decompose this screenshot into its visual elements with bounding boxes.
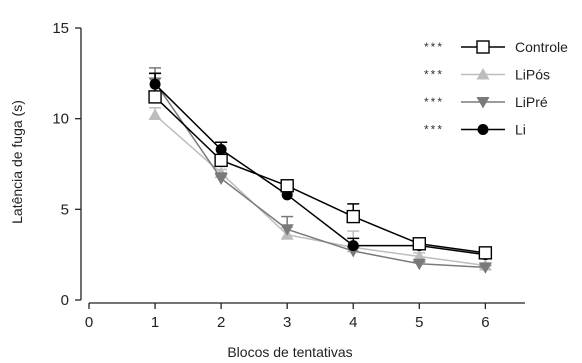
significance-stars: ***	[424, 95, 444, 109]
x-tick-label: 6	[481, 314, 489, 331]
y-tick-label: 0	[61, 292, 69, 309]
legend-item-controle: *** Controle	[424, 39, 568, 55]
series-line	[154, 83, 486, 256]
data-point	[280, 179, 294, 193]
series-line	[154, 96, 486, 254]
data-point	[412, 237, 427, 251]
x-axis-label: Blocos de tentativas	[227, 344, 352, 360]
data-point	[412, 258, 426, 271]
x-tick-label: 4	[349, 314, 357, 331]
data-point	[214, 153, 228, 168]
x-tick-label: 2	[217, 314, 225, 331]
data-point	[148, 90, 162, 104]
x-tick-label: 1	[151, 314, 159, 331]
significance-stars: ***	[424, 123, 444, 137]
data-point	[346, 209, 360, 224]
y-tick-label: 5	[61, 201, 69, 218]
legend-label: LiPós	[515, 67, 550, 83]
legend-label: LiPré	[515, 94, 548, 110]
data-point	[280, 224, 294, 236]
series-layer	[148, 67, 493, 274]
data-point	[148, 108, 162, 121]
legend-item-li: *** Li	[424, 122, 526, 138]
x-tick-label: 5	[415, 314, 423, 331]
legend-marker	[476, 97, 490, 109]
y-axis-label: Latência de fuga (s)	[9, 100, 25, 224]
legend-label: Controle	[515, 39, 568, 55]
legend-marker	[476, 40, 490, 54]
axes: 0 5 10 15 0 1 2 3 4 5 6	[52, 20, 525, 331]
data-point	[347, 240, 359, 252]
legend-marker	[476, 68, 490, 80]
legend-marker	[477, 124, 489, 135]
legend: *** Controle *** LiPós *** LiPré *** Li	[424, 39, 568, 138]
significance-stars: ***	[424, 68, 444, 82]
data-point	[478, 262, 492, 274]
data-point	[412, 249, 426, 262]
x-tick-label: 0	[85, 314, 93, 331]
legend-item-lipós: *** LiPós	[424, 67, 550, 83]
data-point	[214, 173, 228, 186]
legend-label: Li	[515, 122, 526, 138]
y-tick-label: 10	[52, 111, 69, 128]
data-point	[478, 246, 493, 260]
legend-item-lipré: *** LiPré	[424, 94, 548, 110]
series-line	[154, 81, 486, 269]
y-tick-label: 15	[52, 20, 69, 37]
significance-stars: ***	[424, 40, 444, 54]
series-controle	[148, 72, 493, 260]
x-tick-label: 3	[283, 314, 291, 331]
series-line	[154, 114, 486, 267]
